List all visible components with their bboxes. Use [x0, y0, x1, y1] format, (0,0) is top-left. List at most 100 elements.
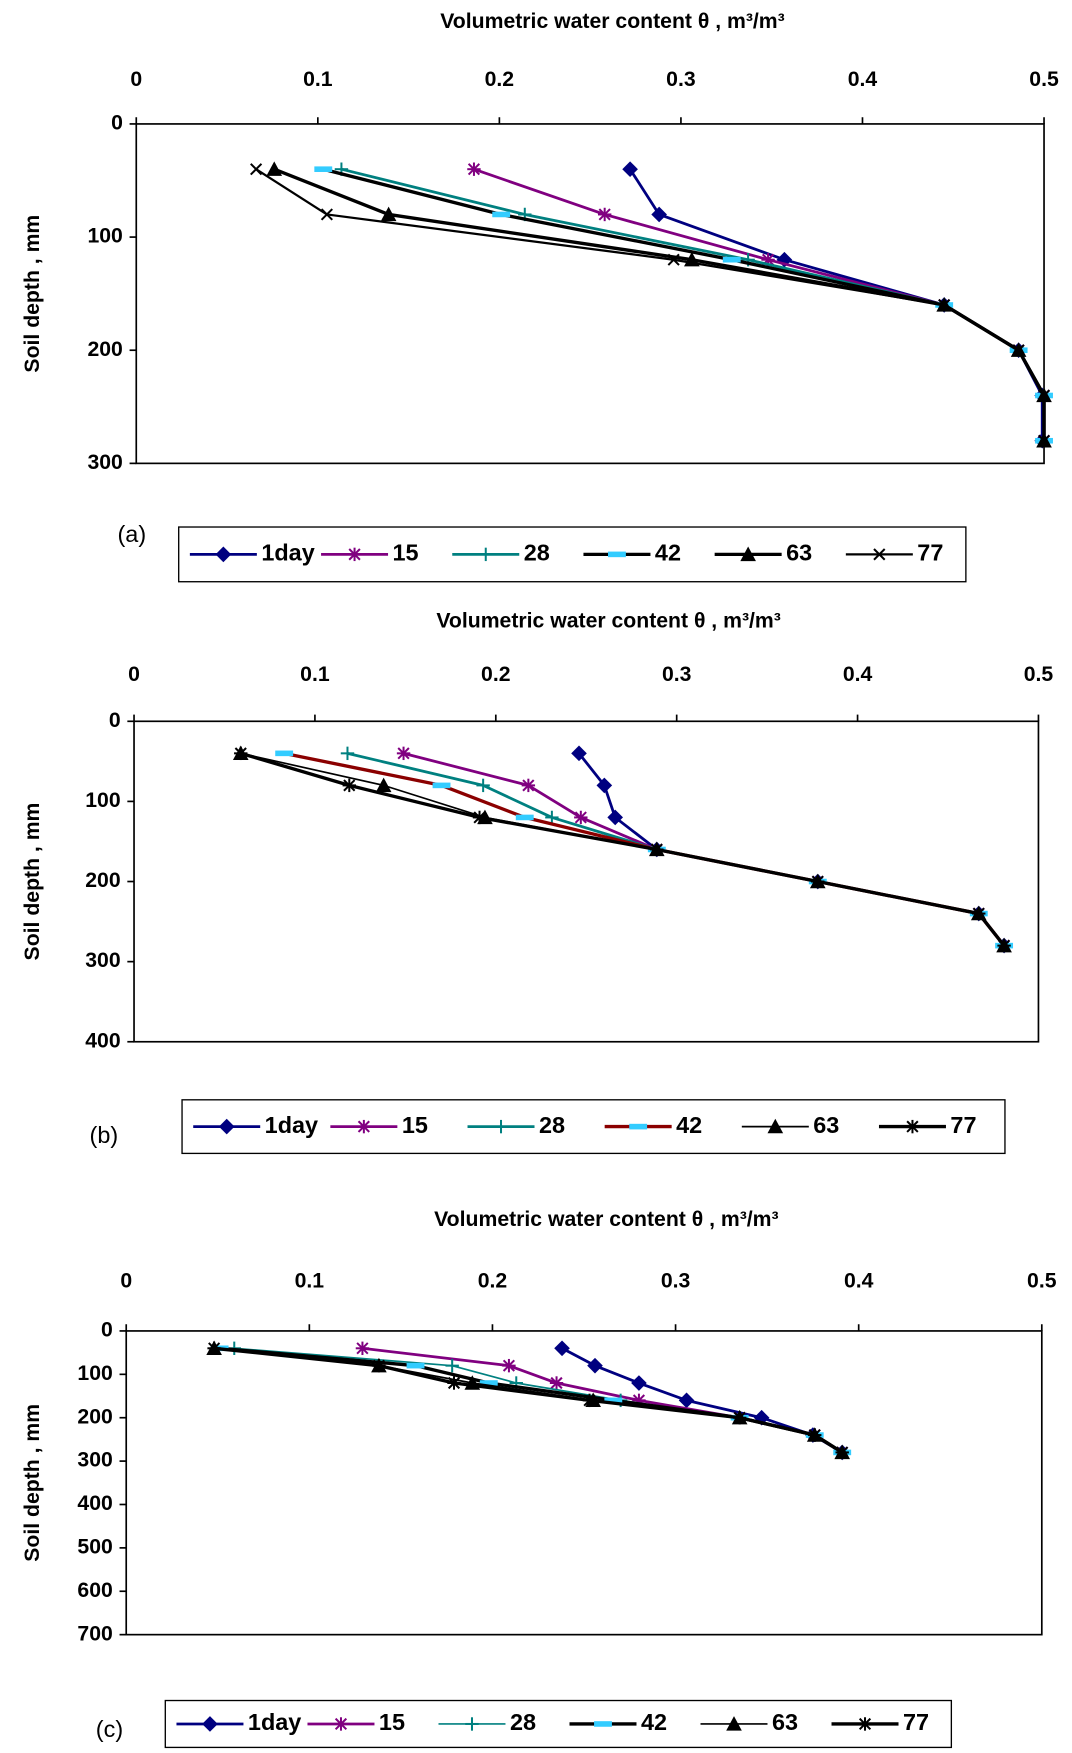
axis-title: Volumetric water content θ , m³/m³	[440, 10, 784, 33]
x-tick-label: 0	[128, 663, 140, 686]
marker	[320, 208, 333, 221]
marker-shape	[733, 1411, 746, 1424]
marker-shape	[406, 1362, 425, 1369]
marker-shape	[467, 163, 481, 176]
marker	[667, 253, 680, 266]
x-tick-label: 0.4	[843, 663, 873, 686]
marker	[342, 778, 356, 793]
legend-label: 77	[917, 540, 943, 566]
marker	[858, 1717, 872, 1731]
legend-label: 15	[393, 540, 419, 566]
series-line	[283, 751, 1006, 947]
marker	[357, 1119, 371, 1134]
series-line	[213, 1346, 844, 1454]
marker-shape	[938, 298, 951, 312]
marker-shape	[629, 1123, 648, 1130]
marker-shape	[740, 546, 756, 562]
marker	[1037, 434, 1051, 447]
y-tick-label: 400	[77, 1492, 112, 1515]
marker-shape	[651, 206, 667, 223]
legend-label: 1day	[265, 1112, 318, 1138]
legend-box	[164, 1699, 953, 1749]
x-tick-label: 0.5	[1024, 663, 1054, 686]
marker	[873, 548, 886, 561]
marker-shape	[348, 548, 361, 561]
legend-label: 63	[786, 540, 812, 566]
legend-label: 28	[524, 540, 550, 566]
y-tick-label: 400	[85, 1029, 120, 1052]
y-tick-label: 700	[77, 1622, 112, 1645]
marker	[1037, 389, 1051, 402]
marker	[587, 1357, 603, 1374]
marker-shape	[320, 208, 333, 221]
marker	[722, 256, 741, 263]
marker	[997, 938, 1011, 953]
marker-shape	[473, 811, 486, 824]
legend-label: 28	[510, 1709, 536, 1735]
marker	[740, 546, 756, 562]
marker-shape	[604, 1397, 623, 1404]
series-line	[219, 1346, 844, 1454]
y-tick-label: 100	[85, 789, 120, 812]
panel-label: (c)	[96, 1716, 123, 1742]
marker-shape	[275, 750, 294, 757]
marker	[432, 782, 451, 789]
x-tick-label: 0.1	[303, 68, 333, 91]
marker-shape	[234, 747, 247, 760]
marker-shape	[432, 782, 451, 789]
marker	[314, 166, 333, 172]
marker	[207, 1341, 221, 1355]
x-tick-label: 0.4	[844, 1269, 874, 1292]
legend-label: 28	[539, 1112, 565, 1138]
legend-label: 1day	[248, 1709, 301, 1735]
plot-frame	[125, 1330, 1043, 1636]
marker	[1012, 344, 1025, 357]
x-tick-label: 0.5	[1029, 68, 1059, 91]
legend-label: 15	[379, 1709, 405, 1735]
x-tick-label: 0	[130, 68, 142, 91]
marker-shape	[587, 1357, 603, 1374]
series-line	[240, 751, 1006, 947]
marker	[375, 777, 392, 793]
marker	[582, 1393, 597, 1408]
y-tick-label: 500	[77, 1535, 112, 1558]
marker-shape	[574, 811, 587, 824]
marker	[835, 1445, 849, 1460]
marker	[554, 1340, 570, 1357]
marker-shape	[447, 1376, 461, 1390]
y-tick-label: 0	[111, 112, 123, 135]
legend-label: 63	[813, 1112, 839, 1138]
legend-box	[178, 526, 967, 583]
marker-shape	[998, 939, 1011, 952]
y-tick-label: 600	[77, 1579, 112, 1602]
series-line	[234, 1347, 843, 1454]
marker-shape	[492, 211, 511, 218]
marker	[515, 814, 534, 821]
marker	[726, 1716, 742, 1731]
marker	[767, 1118, 784, 1134]
legend-label: 42	[676, 1112, 702, 1138]
legend-label: 42	[655, 540, 681, 566]
legend-label: 77	[903, 1709, 929, 1735]
y-tick-label: 300	[85, 949, 120, 972]
marker	[650, 842, 664, 857]
y-axis-label: Soil depth , mm	[21, 803, 44, 961]
marker-shape	[873, 548, 886, 561]
marker-shape	[266, 161, 283, 176]
marker-shape	[858, 1717, 872, 1731]
marker	[479, 547, 493, 562]
panel-label: (a)	[117, 521, 146, 547]
marker	[476, 778, 490, 793]
legend-box	[181, 1099, 1006, 1155]
marker	[334, 1717, 348, 1731]
marker	[597, 207, 612, 222]
marker	[521, 778, 536, 793]
marker	[266, 161, 283, 176]
marker-shape	[631, 1375, 647, 1391]
y-axis-label: Soil depth , mm	[21, 1404, 44, 1562]
marker-shape	[726, 1716, 742, 1731]
x-tick-label: 0.2	[481, 663, 510, 686]
plot-frame	[135, 123, 1045, 465]
marker-shape	[502, 1359, 516, 1372]
